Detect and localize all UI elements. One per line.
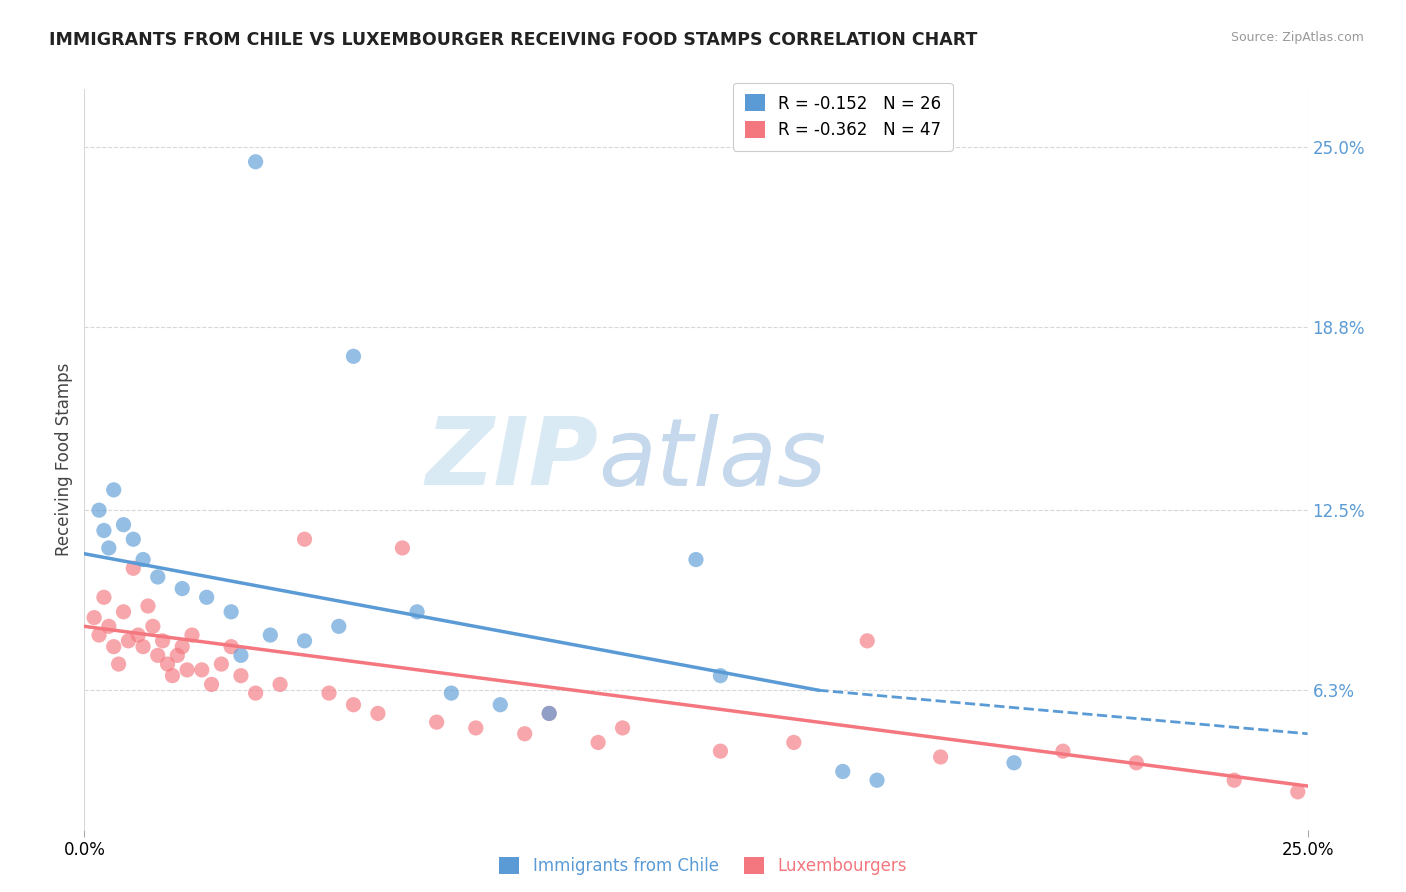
Point: [328, 619, 350, 633]
Point: [342, 349, 364, 363]
Text: IMMIGRANTS FROM CHILE VS LUXEMBOURGER RECEIVING FOOD STAMPS CORRELATION CHART: IMMIGRANTS FROM CHILE VS LUXEMBOURGER RE…: [49, 31, 977, 49]
Point: [269, 677, 291, 691]
Text: atlas: atlas: [598, 414, 827, 505]
Point: [87, 503, 110, 517]
Point: [172, 640, 194, 654]
Point: [513, 727, 536, 741]
Point: [259, 628, 281, 642]
Point: [97, 541, 120, 555]
Point: [538, 706, 561, 721]
Legend: R = -0.152   N = 26, R = -0.362   N = 47: R = -0.152 N = 26, R = -0.362 N = 47: [733, 83, 953, 151]
Text: ZIP: ZIP: [425, 413, 598, 506]
Point: [426, 715, 449, 730]
Point: [93, 591, 115, 605]
Point: [117, 633, 139, 648]
Point: [709, 744, 731, 758]
Point: [1223, 773, 1246, 788]
Point: [172, 582, 194, 596]
Point: [132, 552, 155, 566]
Point: [83, 610, 105, 624]
Text: Source: ZipAtlas.com: Source: ZipAtlas.com: [1230, 31, 1364, 45]
Point: [162, 668, 184, 682]
Point: [1002, 756, 1025, 770]
Point: [176, 663, 198, 677]
Point: [229, 668, 252, 682]
Point: [318, 686, 340, 700]
Point: [152, 633, 174, 648]
Point: [127, 628, 149, 642]
Point: [294, 633, 316, 648]
Point: [191, 663, 214, 677]
Point: [219, 640, 242, 654]
Point: [87, 628, 110, 642]
Y-axis label: Receiving Food Stamps: Receiving Food Stamps: [55, 363, 73, 556]
Point: [1125, 756, 1147, 770]
Point: [142, 619, 165, 633]
Point: [489, 698, 512, 712]
Point: [132, 640, 155, 654]
Point: [122, 533, 145, 547]
Point: [685, 552, 707, 566]
Point: [93, 524, 115, 538]
Point: [200, 677, 222, 691]
Point: [929, 750, 952, 764]
Point: [156, 657, 179, 671]
Point: [391, 541, 413, 555]
Point: [209, 657, 232, 671]
Point: [612, 721, 634, 735]
Point: [831, 764, 853, 779]
Point: [294, 533, 316, 547]
Point: [107, 657, 129, 671]
Point: [709, 668, 731, 682]
Legend: Immigrants from Chile, Luxembourgers: Immigrants from Chile, Luxembourgers: [491, 849, 915, 884]
Point: [136, 599, 159, 613]
Point: [229, 648, 252, 663]
Point: [219, 605, 242, 619]
Point: [103, 640, 125, 654]
Point: [464, 721, 486, 735]
Point: [195, 591, 218, 605]
Point: [112, 517, 135, 532]
Point: [245, 686, 267, 700]
Point: [97, 619, 120, 633]
Point: [146, 648, 169, 663]
Point: [783, 735, 806, 749]
Point: [103, 483, 125, 497]
Point: [122, 561, 145, 575]
Point: [586, 735, 609, 749]
Point: [367, 706, 389, 721]
Point: [538, 706, 561, 721]
Point: [440, 686, 463, 700]
Point: [181, 628, 204, 642]
Point: [1052, 744, 1074, 758]
Point: [856, 633, 879, 648]
Point: [866, 773, 889, 788]
Point: [406, 605, 429, 619]
Point: [245, 154, 267, 169]
Point: [146, 570, 169, 584]
Point: [112, 605, 135, 619]
Point: [166, 648, 188, 663]
Point: [1286, 785, 1309, 799]
Point: [342, 698, 364, 712]
